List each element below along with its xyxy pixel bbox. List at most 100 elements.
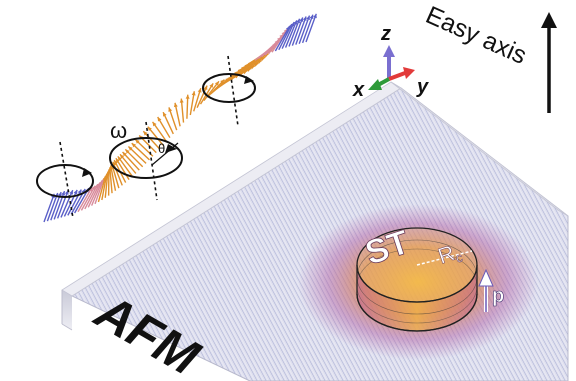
spin-arrow [305, 13, 317, 43]
axis-x-arrow-icon [368, 79, 382, 90]
spin-arrow [186, 94, 189, 119]
p-label: p [492, 285, 504, 307]
spin-arrow-head [214, 81, 219, 86]
polarization-arrow-icon [478, 268, 494, 312]
film-right-rim [390, 81, 569, 217]
cone-axis-2 [145, 121, 158, 201]
axis-y-arrow-icon [403, 67, 415, 79]
spin-arrow [288, 18, 301, 47]
spin-arrow-head [296, 18, 301, 24]
spin-arrow-head [128, 146, 133, 151]
spin-arrow [122, 151, 140, 171]
spin-arrow-head [61, 191, 66, 196]
cone-axis-3 [227, 55, 239, 127]
spin-arrow [203, 80, 220, 102]
precession-markers: ω θ [36, 55, 256, 219]
spin-arrow-head [143, 131, 148, 136]
spin-arrow [193, 87, 202, 112]
spin-arrow [199, 82, 214, 105]
spin-arrow [278, 23, 293, 51]
spin-arrow [234, 62, 259, 74]
spin-arrow [115, 157, 130, 180]
theta-label: θ [158, 141, 165, 156]
radius-line [416, 250, 473, 266]
spin-arrow [43, 193, 55, 223]
spin-arrow-head [157, 117, 162, 122]
film-front-face [62, 290, 72, 330]
spin-arrow-head [203, 85, 208, 91]
spin-arrow [189, 91, 195, 116]
spin-arrow [56, 190, 69, 219]
circular-arrow-icon [202, 73, 256, 103]
spin-arrow [157, 116, 171, 139]
spin-arrow-head [302, 16, 307, 21]
spin-arrow [131, 142, 150, 161]
spin-arrow [104, 171, 109, 198]
spin-arrow-head [57, 192, 62, 197]
axis-z-label: z [380, 23, 391, 45]
spin-arrow-head [179, 98, 184, 103]
spin-arrow [117, 155, 134, 177]
spin-arrow [80, 185, 96, 211]
axis-z-arrow-icon [383, 45, 395, 57]
spin-arrow [147, 126, 164, 146]
cone-axis-1 [59, 141, 74, 219]
spin-arrow [301, 14, 314, 44]
st-disk-bottom-edge [356, 293, 478, 332]
spin-arrow [127, 145, 147, 164]
spin-arrow [151, 121, 168, 142]
spin-arrow-head [293, 20, 298, 25]
spin-arrow [94, 178, 105, 205]
spin-arrow-head [197, 88, 202, 93]
spin-arrow-head [77, 189, 82, 195]
axis-x-label: x [352, 79, 365, 101]
spin-arrow [168, 107, 178, 131]
spin-arrow [180, 98, 185, 123]
spin-arrow-head [306, 15, 310, 21]
spin-arrow-head [191, 91, 196, 96]
spin-arrow-head [168, 107, 173, 112]
spin-arrow [274, 25, 291, 52]
spin-arrow-head [147, 126, 152, 132]
spin-arrow [77, 186, 93, 213]
spin-arrow [295, 16, 307, 45]
spin-arrow-head [122, 152, 127, 157]
spin-arrow [119, 153, 137, 174]
spin-arrow [46, 192, 59, 222]
spin-arrow-head [115, 158, 120, 163]
spin-arrow [227, 67, 252, 80]
spin-arrow-head [288, 24, 292, 29]
spin-arrow-head [209, 83, 214, 88]
spin-chain [43, 13, 317, 223]
spin-arrow [206, 79, 225, 98]
st-disk-ring-1 [356, 239, 478, 315]
spin-arrow [281, 21, 295, 49]
spin-arrow-head [117, 156, 122, 161]
spin-arrow-head [185, 94, 190, 99]
spin-arrow-head [290, 22, 295, 27]
easy-axis-label: Easy axis [422, 1, 531, 70]
spin-arrow-head [313, 13, 317, 19]
spin-arrow [237, 59, 263, 72]
spin-arrow [84, 183, 99, 210]
spin-arrow [87, 182, 101, 208]
circular-arrow-icon [109, 137, 183, 179]
spin-arrow-head [299, 17, 304, 22]
axis-y-label: y [416, 76, 429, 98]
spin-arrow-head [64, 190, 69, 195]
easy-axis: Easy axis [422, 1, 557, 113]
spin-arrow [109, 167, 113, 194]
st-heat-region [298, 204, 538, 360]
spin-arrow [162, 111, 174, 135]
spin-arrow [124, 148, 144, 168]
spin-arrow-head [125, 149, 130, 154]
spin-arrow-head [173, 102, 178, 108]
spin-arrow-head [152, 121, 157, 127]
spin-arrow [111, 163, 120, 189]
spin-arrow-head [114, 160, 118, 165]
theta-tilt-line [151, 142, 179, 166]
spin-arrow [291, 17, 304, 46]
spin-arrow [174, 102, 181, 127]
spin-arrow-head [91, 185, 96, 191]
